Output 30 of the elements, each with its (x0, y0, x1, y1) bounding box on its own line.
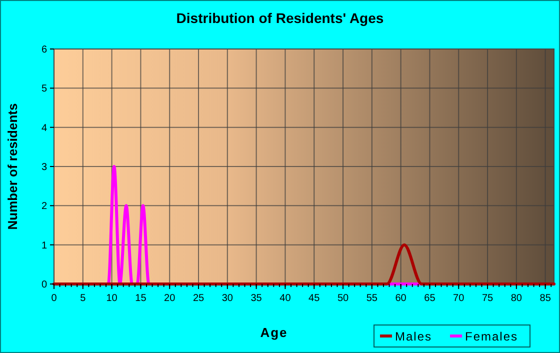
x-tick-label: 60 (395, 293, 407, 304)
x-tick-label: 65 (424, 293, 436, 304)
legend-label: Females (465, 330, 518, 344)
x-axis-title: Age (260, 325, 288, 340)
y-tick-label: 5 (41, 84, 48, 95)
y-axis-title: Number of residents (5, 103, 20, 230)
x-tick-label: 15 (135, 293, 147, 304)
x-tick-label: 30 (222, 293, 234, 304)
y-tick-label: 3 (41, 162, 48, 173)
x-tick-label: 50 (337, 293, 350, 304)
x-tick-label: 10 (106, 293, 118, 304)
x-tick-label: 5 (80, 293, 86, 304)
x-tick-label: 55 (366, 293, 378, 304)
chart-title: Distribution of Residents' Ages (176, 10, 384, 26)
y-tick-label: 4 (41, 122, 48, 134)
x-tick-label: 75 (482, 293, 494, 304)
y-tick-label: 1 (41, 240, 48, 252)
x-tick-label: 70 (453, 293, 465, 304)
x-tick-label: 0 (51, 293, 58, 304)
x-tick-label: 25 (192, 293, 205, 304)
x-tick-label: 80 (510, 293, 522, 304)
x-tick-label: 20 (164, 293, 176, 304)
x-tick-label: 85 (540, 293, 552, 304)
y-tick-label: 0 (41, 280, 48, 290)
y-tick-label: 2 (41, 201, 48, 212)
y-tick-label: 6 (41, 44, 48, 56)
x-tick-label: 35 (250, 293, 262, 304)
x-tick-label: 45 (308, 293, 320, 304)
legend-label: Males (395, 330, 432, 344)
x-tick-label: 40 (280, 293, 292, 304)
